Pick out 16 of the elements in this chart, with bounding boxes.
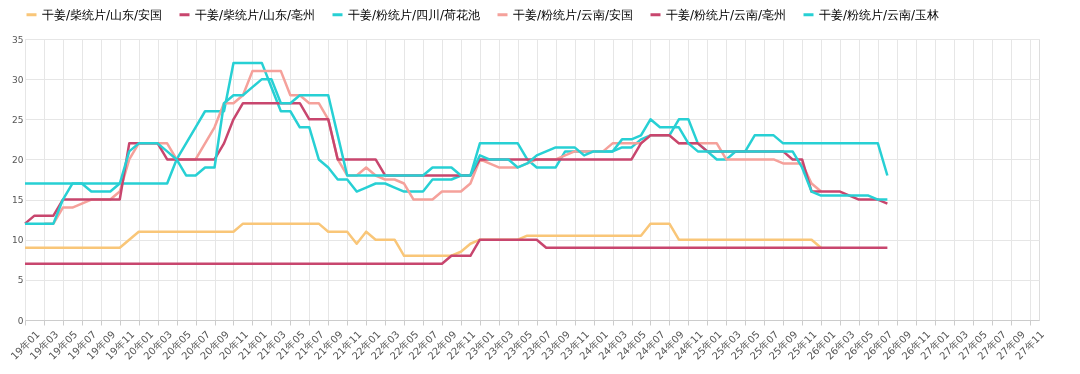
line-series [23,238,889,266]
y-tick-label: 10 [12,235,24,246]
y-tick-label: 25 [12,114,24,125]
legend-label: 干姜/柴统片/山东/安国 [42,7,163,22]
legend-label: 干姜/粉统片/云南/安国 [513,7,634,22]
y-tick-label: 0 [17,315,24,326]
y-tick-label: 5 [17,275,24,286]
y-tick-label: 15 [12,195,24,206]
y-tick-label: 30 [12,74,24,85]
legend-label: 干姜/柴统片/山东/亳州 [195,7,316,22]
line-series [23,222,823,258]
legend-label: 干姜/粉统片/云南/玉林 [819,7,940,22]
legend-label: 干姜/粉统片/云南/亳州 [666,7,787,22]
y-tick-label: 20 [12,154,24,165]
y-tick-label: 35 [12,34,24,45]
legend-label: 干姜/粉统片/四川/荷花池 [348,7,481,22]
